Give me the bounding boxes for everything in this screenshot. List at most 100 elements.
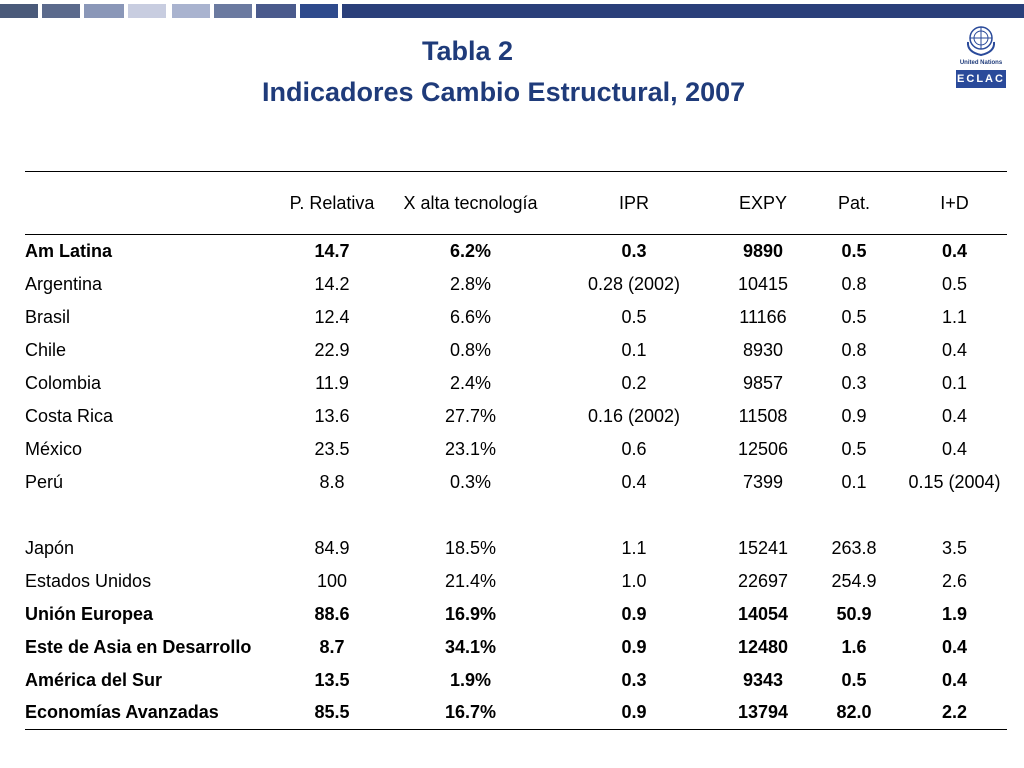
table-row: Colombia 11.9 2.4% 0.2 9857 0.3 0.1 <box>25 367 1007 400</box>
column-header-p-relativa: P. Relativa <box>289 193 375 213</box>
cell-expy: 11166 <box>739 306 787 327</box>
cell-ipr: 0.9 <box>621 702 647 723</box>
cell-x-alta-tecnologia: 23.1% <box>444 438 497 459</box>
column-header-expy: EXPY <box>738 193 788 213</box>
cell-country: Brasil <box>25 306 71 327</box>
top-bar-segment <box>214 4 252 18</box>
cell-expy <box>720 499 806 532</box>
top-bar-segment <box>300 4 338 18</box>
cell-expy: 22697 <box>737 570 789 591</box>
table-row: Japón 84.9 18.5% 1.1 15241 263.8 3.5 <box>25 532 1007 565</box>
cell-expy: 12506 <box>737 438 789 459</box>
table-body: Am Latina 14.7 6.2% 0.3 9890 0.5 0.4 Argentina 1… <box>25 235 1007 730</box>
cell-x-alta-tecnologia: 34.1% <box>444 636 497 657</box>
cell-x-alta-tecnologia: 1.9% <box>449 669 492 690</box>
cell-pat: 0.9 <box>841 405 867 426</box>
cell-x-alta-tecnologia: 2.8% <box>449 273 492 294</box>
cell-pat: 82.0 <box>836 702 872 723</box>
cell-i-d: 2.6 <box>941 570 968 591</box>
cell-p-relativa: 12.4 <box>314 306 350 327</box>
cell-p-relativa: 88.6 <box>314 603 350 624</box>
cell-i-d: 0.4 <box>941 339 968 360</box>
cell-ipr <box>548 499 720 532</box>
cell-ipr: 0.6 <box>621 438 647 459</box>
cell-i-d: 1.1 <box>941 306 968 327</box>
cell-p-relativa: 84.9 <box>314 537 350 558</box>
cell-x-alta-tecnologia: 16.9% <box>444 603 497 624</box>
table-row: Am Latina 14.7 6.2% 0.3 9890 0.5 0.4 <box>25 235 1007 268</box>
cell-p-relativa: 8.8 <box>319 471 345 492</box>
cell-expy: 12480 <box>737 636 789 657</box>
cell-pat: 0.8 <box>841 339 867 360</box>
cell-x-alta-tecnologia: 2.4% <box>449 372 492 393</box>
cell-country: Perú <box>25 471 64 492</box>
cell-x-alta-tecnologia: 6.6% <box>449 306 492 327</box>
cell-ipr: 0.5 <box>621 306 647 327</box>
cell-x-alta-tecnologia: 18.5% <box>444 537 497 558</box>
un-eclac-logo: United Nations ECLAC <box>956 22 1006 90</box>
column-header-ipr: IPR <box>618 193 649 213</box>
cell-pat: 50.9 <box>836 603 872 624</box>
cell-pat: 1.6 <box>841 636 867 657</box>
cell-pat: 0.5 <box>841 240 867 261</box>
table-row: Economías Avanzadas 85.5 16.7% 0.9 13794 82.0… <box>25 697 1007 730</box>
cell-p-relativa: 8.7 <box>319 636 345 657</box>
cell-x-alta-tecnologia: 0.8% <box>449 339 492 360</box>
cell-i-d <box>902 499 1007 532</box>
cell-expy: 9857 <box>742 372 784 393</box>
cell-x-alta-tecnologia: 0.3% <box>449 471 492 492</box>
slide-title: Tabla 2 <box>422 36 514 66</box>
cell-pat: 0.3 <box>841 372 867 393</box>
cell-ipr: 1.1 <box>621 537 647 558</box>
cell-expy: 15241 <box>737 537 789 558</box>
slide-subtitle: Indicadores Cambio Estructural, 2007 <box>262 77 746 107</box>
cell-country: Japón <box>25 537 75 558</box>
table-row: Perú 8.8 0.3% 0.4 7399 0.1 0.15 (2004) <box>25 466 1007 499</box>
cell-i-d: 0.5 <box>941 273 968 294</box>
cell-ipr: 0.16 (2002) <box>587 405 681 426</box>
cell-p-relativa <box>271 499 393 532</box>
table-header-row: P. Relativa X alta tecnología IPR EXPY P… <box>25 171 1007 235</box>
un-logo-text: United Nations <box>959 60 1003 66</box>
cell-pat: 254.9 <box>831 570 877 591</box>
cell-pat: 0.1 <box>841 471 867 492</box>
column-header-pat: Pat. <box>837 193 871 213</box>
top-bar-segment <box>172 4 210 18</box>
table-row: Este de Asia en Desarrollo 8.7 34.1% 0.9 124… <box>25 631 1007 664</box>
cell-country: Colombia <box>25 372 102 393</box>
cell-country: Am Latina <box>25 240 113 261</box>
table-row: Argentina 14.2 2.8% 0.28 (2002) 10415 0.8 0.5 <box>25 268 1007 301</box>
indicators-table: P. Relativa X alta tecnología IPR EXPY P… <box>25 171 1007 730</box>
top-bar-segment <box>342 4 1024 18</box>
cell-p-relativa: 22.9 <box>314 339 350 360</box>
cell-i-d: 0.15 (2004) <box>908 471 1001 492</box>
cell-country: Economías Avanzadas <box>25 702 219 723</box>
top-bar-segment <box>42 4 80 18</box>
cell-i-d: 1.9 <box>941 603 968 624</box>
cell-i-d: 2.2 <box>941 702 968 723</box>
eclac-logo-box: ECLAC <box>956 70 1006 88</box>
cell-p-relativa: 100 <box>316 570 348 591</box>
cell-x-alta-tecnologia <box>393 499 548 532</box>
cell-ipr: 0.28 (2002) <box>587 273 681 294</box>
table-row: Estados Unidos 100 21.4% 1.0 22697 254.9 2.6 <box>25 565 1007 598</box>
table-row: Brasil 12.4 6.6% 0.5 11166 0.5 1.1 <box>25 301 1007 334</box>
cell-pat: 0.5 <box>841 669 867 690</box>
cell-i-d: 0.4 <box>941 405 968 426</box>
top-bar-segment <box>256 4 296 18</box>
cell-country: Argentina <box>25 273 103 294</box>
decorative-top-bar <box>0 4 1024 18</box>
cell-expy: 7399 <box>742 471 784 492</box>
un-emblem-icon <box>966 26 996 57</box>
cell-pat: 0.8 <box>841 273 867 294</box>
cell-p-relativa: 13.5 <box>314 669 350 690</box>
cell-p-relativa: 23.5 <box>314 438 350 459</box>
cell-pat <box>806 499 902 532</box>
cell-p-relativa: 14.7 <box>314 240 350 261</box>
cell-i-d: 0.4 <box>941 669 968 690</box>
table-row: Chile 22.9 0.8% 0.1 8930 0.8 0.4 <box>25 334 1007 367</box>
table-row: Unión Europea 88.6 16.9% 0.9 14054 50.9 1.9 <box>25 598 1007 631</box>
cell-ipr: 0.9 <box>621 603 647 624</box>
cell-expy: 14054 <box>737 603 789 624</box>
cell-ipr: 0.3 <box>621 240 647 261</box>
